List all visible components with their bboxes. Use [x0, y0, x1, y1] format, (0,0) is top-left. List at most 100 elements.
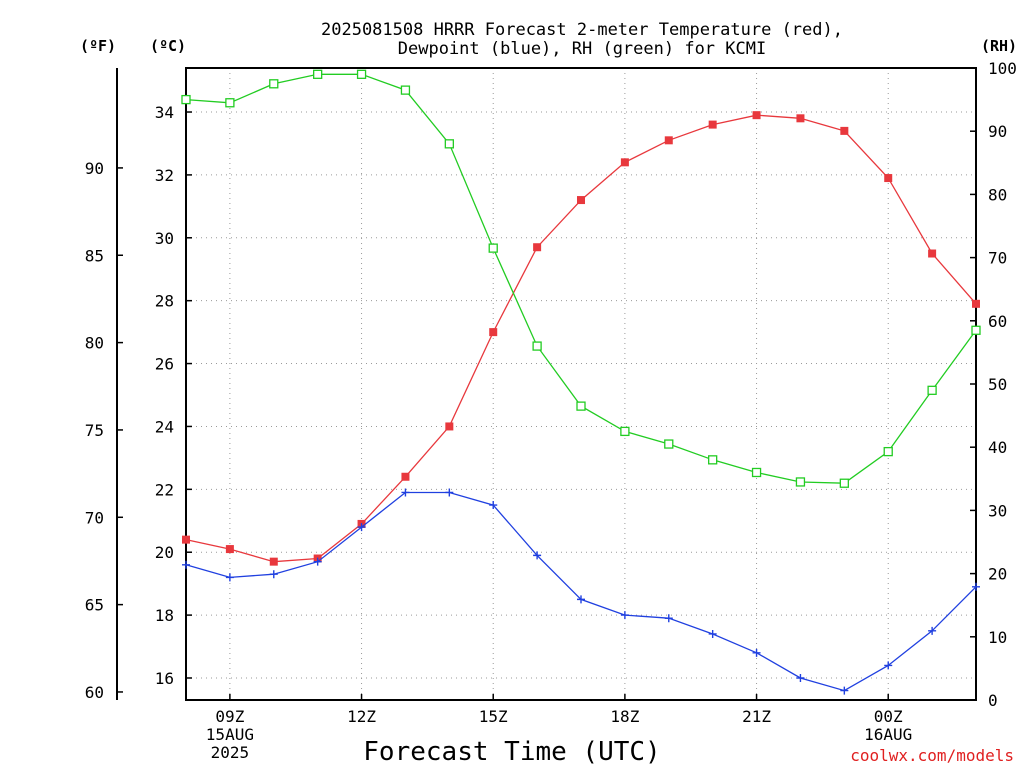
rh-point — [708, 455, 718, 465]
dewpoint-point — [620, 611, 629, 620]
chart-title-line-1: 2025081508 HRRR Forecast 2-meter Tempera… — [321, 20, 843, 40]
credit-link[interactable]: coolwx.com/models — [850, 746, 1014, 765]
dewpoint-point — [489, 501, 498, 510]
temperature-point — [708, 120, 717, 129]
celsius-tick-label: 30 — [155, 229, 174, 248]
fahrenheit-tick-label: 80 — [85, 334, 104, 353]
temperature-point — [840, 126, 849, 135]
dewpoint-point — [182, 560, 190, 569]
temperature-point — [972, 299, 980, 308]
temperature-point — [225, 545, 234, 554]
celsius-tick-label: 32 — [155, 166, 174, 185]
dewpoint-point — [269, 570, 278, 579]
time-tick-label: 21Z — [742, 707, 771, 726]
dewpoint-point — [928, 626, 937, 635]
temperature-line — [185, 114, 977, 563]
rh-tick-label: 20 — [988, 565, 1007, 584]
celsius-tick-label: 18 — [155, 606, 174, 625]
rh-line — [185, 73, 977, 484]
time-tick-label: 15AUG — [206, 725, 254, 744]
celsius-unit-label: (ºC) — [150, 37, 186, 55]
axes — [116, 67, 977, 701]
fahrenheit-tick-label: 85 — [85, 246, 104, 265]
rh-point — [576, 401, 586, 411]
temperature-point — [445, 422, 454, 431]
rh-point — [971, 325, 981, 335]
celsius-tick-label: 22 — [155, 480, 174, 499]
fahrenheit-tick-label: 90 — [85, 159, 104, 178]
fahrenheit-tick-label: 65 — [85, 596, 104, 615]
rh-ticks: 0 10 20 30 40 50 60 70 80 90 100 — [970, 59, 1017, 710]
temperature-point — [489, 328, 498, 337]
temperature-point — [182, 535, 190, 544]
dewpoint-point — [752, 648, 761, 657]
time-tick-label: 09Z — [215, 707, 244, 726]
rh-point — [400, 85, 411, 95]
fahrenheit-unit-label: (ºF) — [80, 37, 116, 55]
fahrenheit-tick-label: 60 — [85, 683, 104, 702]
rh-tick-label: 30 — [988, 501, 1007, 520]
rh-tick-label: 70 — [988, 249, 1007, 268]
temperature-point — [752, 111, 761, 120]
dewpoint-line — [185, 491, 977, 692]
celsius-tick-label: 24 — [155, 417, 174, 436]
celsius-tick-label: 16 — [155, 669, 174, 688]
rh-point — [883, 446, 893, 457]
rh-tick-label: 100 — [988, 59, 1017, 78]
rh-point — [356, 69, 367, 79]
celsius-tick-label: 34 — [155, 103, 174, 122]
rh-point — [269, 79, 279, 89]
rh-point — [927, 385, 937, 395]
dewpoint-point — [445, 488, 454, 497]
temperature-point — [928, 249, 937, 258]
temperature-point — [269, 557, 278, 566]
temperature-point — [401, 472, 410, 481]
fahrenheit-tick-label: 70 — [85, 508, 104, 527]
rh-point — [795, 477, 806, 487]
rh-point — [444, 139, 454, 149]
rh-point — [664, 439, 674, 449]
rh-point — [225, 98, 235, 108]
time-tick-label: 15Z — [479, 707, 508, 726]
plot-frame — [185, 67, 977, 701]
dewpoint-point — [577, 595, 585, 604]
dewpoint-point — [225, 573, 234, 582]
dewpoint-point — [972, 582, 980, 591]
rh-point — [532, 341, 542, 351]
rh-point — [751, 467, 762, 478]
time-tick-label: 16AUG — [864, 725, 912, 744]
time-tick-label: 00Z — [874, 707, 903, 726]
temperature-point — [620, 158, 629, 167]
rh-tick-label: 80 — [988, 185, 1007, 204]
dewpoint-point — [796, 673, 805, 682]
chart-title-line-2: Dewpoint (blue), RH (green) for KCMI — [398, 39, 766, 59]
dewpoint-point — [664, 614, 673, 623]
dewpoint-point — [708, 629, 717, 638]
celsius-tick-label: 28 — [155, 292, 174, 311]
celsius-tick-label: 26 — [155, 355, 174, 374]
dewpoint-point — [840, 686, 849, 695]
rh-point — [839, 478, 849, 488]
rh-tick-label: 0 — [988, 691, 998, 710]
dewpoint-point — [884, 661, 893, 670]
rh-tick-label: 40 — [988, 438, 1007, 457]
time-tick-label: 2025 — [211, 743, 250, 762]
temperature-point — [577, 196, 585, 205]
rh-point — [488, 243, 498, 253]
series-lines — [181, 69, 981, 695]
dewpoint-point — [401, 488, 410, 497]
temperature-point — [533, 243, 542, 252]
rh-tick-label: 50 — [988, 375, 1007, 394]
rh-tick-label: 90 — [988, 122, 1007, 141]
time-tick-label: 18Z — [610, 707, 639, 726]
x-axis-title: Forecast Time (UTC) — [363, 737, 660, 767]
rh-unit-label: (RH) — [981, 37, 1017, 55]
dewpoint-point — [533, 551, 542, 560]
celsius-ticks: 16 18 20 22 24 26 28 30 32 34 — [155, 103, 192, 688]
rh-tick-label: 10 — [988, 628, 1007, 647]
temperature-point — [884, 174, 893, 183]
fahrenheit-tick-label: 75 — [85, 421, 104, 440]
grid-lines — [186, 68, 976, 700]
